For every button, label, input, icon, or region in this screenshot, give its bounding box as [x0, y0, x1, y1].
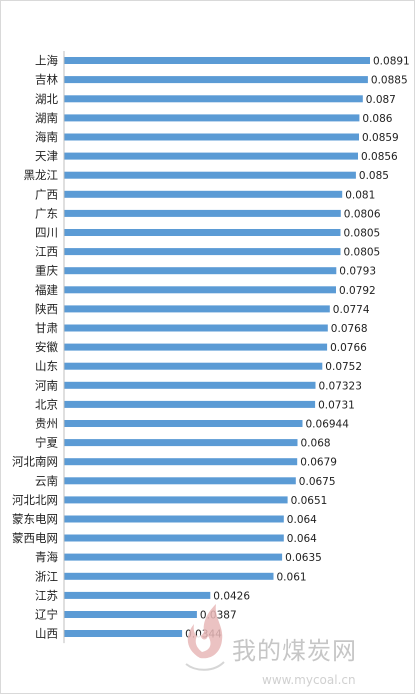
bar-7	[64, 190, 343, 198]
category-label-23: 河北北网	[12, 493, 58, 507]
value-label-10: 0.0805	[344, 247, 381, 259]
value-label-21: 0.0679	[300, 457, 337, 469]
bar-22	[64, 477, 296, 485]
bar-16	[64, 362, 323, 370]
bar-23	[64, 496, 288, 504]
bar-28	[64, 591, 211, 599]
bar-14	[64, 324, 328, 332]
watermark-title: 我的煤炭网	[232, 637, 357, 665]
value-label-0: 0.0891	[373, 56, 410, 68]
value-label-1: 0.0885	[371, 75, 408, 87]
category-label-9: 四川	[35, 226, 58, 240]
category-label-7: 广西	[35, 187, 58, 201]
category-labels: 上海吉林湖北湖南海南天津黑龙江广西广东四川江西重庆福建陕西甘肃安徽山东河南北京贵…	[12, 54, 58, 641]
bar-19	[64, 420, 303, 427]
value-label-18: 0.0731	[318, 399, 355, 411]
value-label-5: 0.0856	[361, 151, 398, 163]
bar-13	[64, 305, 330, 313]
bar-20	[64, 439, 298, 447]
category-label-30: 山西	[35, 627, 58, 641]
category-label-15: 安徽	[35, 340, 58, 354]
watermark-url: www.mycoal.cn	[262, 673, 356, 687]
category-label-1: 吉林	[35, 73, 58, 87]
category-label-17: 河南	[35, 378, 58, 392]
bar-30	[64, 630, 183, 637]
value-label-7: 0.081	[345, 189, 375, 201]
category-label-27: 浙江	[35, 569, 58, 583]
bar-26	[64, 553, 283, 561]
value-label-20: 0.068	[301, 438, 331, 450]
bars-group	[64, 57, 370, 637]
value-label-14: 0.0768	[331, 323, 368, 335]
value-label-25: 0.064	[287, 533, 317, 545]
value-label-23: 0.0651	[291, 495, 328, 507]
bar-25	[64, 534, 284, 542]
value-label-9: 0.0805	[344, 228, 381, 240]
category-label-29: 辽宁	[35, 608, 58, 622]
watermark: 我的煤炭网 www.mycoal.cn	[185, 604, 357, 687]
value-label-16: 0.0752	[325, 361, 362, 373]
value-label-27: 0.061	[277, 571, 307, 583]
category-label-25: 蒙西电网	[12, 531, 58, 545]
value-label-26: 0.0635	[285, 552, 322, 564]
bar-27	[64, 572, 274, 580]
value-label-2: 0.087	[366, 94, 396, 106]
value-label-11: 0.0793	[339, 266, 376, 278]
category-label-10: 江西	[35, 245, 58, 259]
category-label-26: 青海	[35, 550, 58, 564]
bar-21	[64, 458, 298, 466]
bar-10	[64, 248, 341, 256]
bar-5	[64, 152, 358, 160]
bar-18	[64, 400, 316, 408]
category-label-5: 天津	[35, 149, 58, 163]
category-label-6: 黑龙江	[24, 168, 59, 182]
flame-logo	[185, 604, 225, 671]
bar-8	[64, 209, 341, 217]
value-label-8: 0.0806	[344, 208, 381, 220]
bar-24	[64, 515, 284, 523]
value-labels: 0.0891 0.0885 0.087 0.086 0.0859 0.0856 0.085 0…	[185, 56, 410, 641]
category-label-24: 蒙东电网	[12, 512, 58, 526]
category-label-12: 福建	[35, 283, 58, 297]
value-label-24: 0.064	[287, 514, 317, 526]
bar-29	[64, 611, 197, 618]
bar-1	[64, 76, 368, 84]
category-label-16: 山东	[35, 359, 58, 373]
value-label-17: 0.07323	[319, 380, 362, 392]
bar-11	[64, 267, 337, 275]
category-label-19: 贵州	[35, 417, 58, 431]
category-label-11: 重庆	[35, 264, 58, 278]
category-label-22: 云南	[35, 474, 58, 488]
category-label-2: 湖北	[35, 92, 58, 106]
bar-2	[64, 95, 363, 103]
bar-4	[64, 133, 359, 141]
category-label-14: 甘肃	[35, 321, 58, 335]
category-label-28: 江苏	[35, 588, 58, 602]
category-label-8: 广东	[35, 206, 58, 220]
bar-12	[64, 286, 336, 294]
category-label-3: 湖南	[35, 111, 58, 125]
category-label-20: 宁夏	[35, 436, 58, 450]
bar-15	[64, 343, 328, 351]
bar-6	[64, 171, 356, 179]
category-label-13: 陕西	[35, 302, 58, 316]
value-label-28: 0.0426	[213, 590, 250, 602]
value-label-19: 0.06944	[306, 419, 350, 431]
category-label-18: 北京	[35, 397, 58, 411]
value-label-13: 0.0774	[333, 304, 370, 316]
bar-0	[64, 57, 370, 64]
value-label-15: 0.0766	[330, 342, 367, 354]
category-label-0: 上海	[35, 54, 58, 68]
value-label-3: 0.086	[362, 113, 392, 125]
value-label-6: 0.085	[359, 170, 389, 182]
category-label-21: 河北南网	[12, 455, 58, 469]
bar-3	[64, 114, 360, 122]
value-label-22: 0.0675	[299, 476, 336, 488]
bar-9	[64, 229, 341, 236]
value-label-4: 0.0859	[362, 132, 399, 144]
category-label-4: 海南	[35, 130, 58, 144]
bar-17	[64, 381, 316, 389]
value-label-12: 0.0792	[339, 285, 376, 297]
